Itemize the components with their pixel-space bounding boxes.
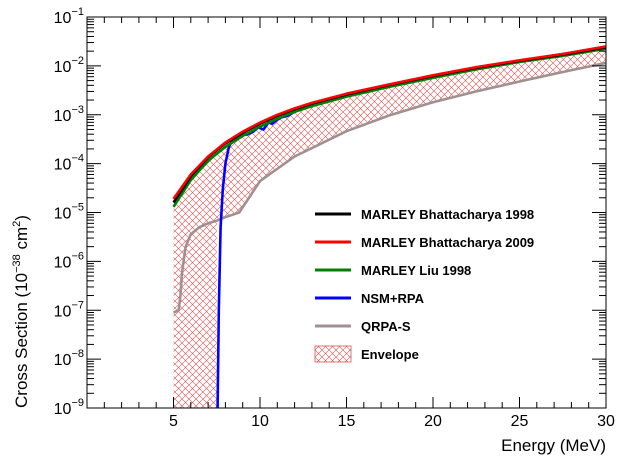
x-axis-title: Energy (MeV) [501,436,606,455]
y-tick-label: 10−1 [54,6,84,27]
legend-label: MARLEY Liu 1998 [361,263,471,278]
legend-label: NSM+RPA [361,291,425,306]
x-tick-label: 5 [169,413,178,430]
series-line-marley-bhattacharya-2009 [172,45,606,200]
y-tick-label: 10−8 [54,348,84,369]
y-tick-label: 10−9 [54,397,84,418]
y-tick-label: 10−3 [54,104,84,125]
x-tick-label: 25 [511,413,529,430]
series-line-qrpa-s [172,61,606,314]
legend: MARLEY Bhattacharya 1998 MARLEY Bhattacha… [314,207,534,363]
y-tick-label: 10−7 [54,299,84,320]
legend-swatch-envelope [314,345,352,363]
envelope-area [173,46,606,408]
y-tick-label: 10−4 [54,153,84,174]
legend-label: MARLEY Bhattacharya 1998 [361,207,534,222]
x-tick-label: 20 [424,413,442,430]
y-axis: 10−9 10−8 10−7 10−6 10−5 10−4 10−3 10−2 10−1 [54,6,606,418]
y-tick-label: 10−6 [54,250,84,271]
envelope-band [173,46,606,408]
x-tick-label: 30 [597,413,615,430]
y-tick-label: 10−5 [54,202,84,223]
legend-label: Envelope [361,347,419,362]
x-tick-label: 10 [251,413,269,430]
legend-label: MARLEY Bhattacharya 2009 [361,235,534,250]
y-tick-label: 10−2 [54,55,84,76]
y-axis-title: Cross Section (10−38 cm2) [11,215,31,408]
legend-label: QRPA-S [361,319,411,334]
x-axis: 5 10 15 20 25 30 [103,17,615,430]
x-tick-label: 15 [338,413,356,430]
series-lines [172,45,606,408]
